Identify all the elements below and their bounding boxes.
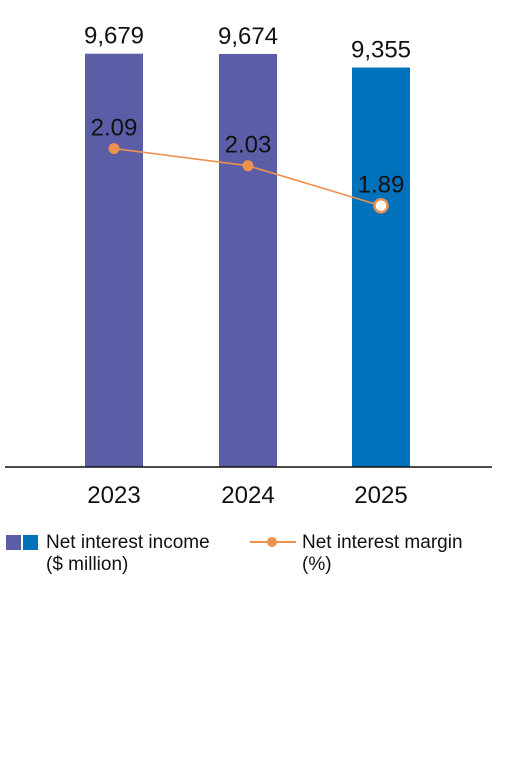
legend-label-line2: (%) bbox=[302, 554, 332, 575]
margin-point-2024 bbox=[242, 160, 254, 172]
bar-value-label-2025: 9,355 bbox=[351, 37, 411, 64]
legend: Net interest income ($ million) Net inte… bbox=[6, 532, 501, 592]
margin-point-2023 bbox=[108, 143, 120, 155]
chart: 2023 2024 2025 9,679 9,674 9,355 2.09 2.03 1.8… bbox=[5, 23, 492, 509]
legend-swatch-blue bbox=[23, 535, 38, 550]
legend-item-net-interest-margin: Net interest margin (%) bbox=[250, 532, 463, 576]
legend-label-net-interest-income: Net interest income ($ million) bbox=[46, 532, 210, 576]
bars bbox=[85, 53, 410, 468]
legend-label-net-interest-margin: Net interest margin (%) bbox=[302, 532, 463, 576]
legend-swatch-line-marker bbox=[267, 537, 277, 547]
margin-point-2025 bbox=[373, 197, 389, 214]
legend-label-line2: ($ million) bbox=[46, 554, 129, 575]
bar-value-labels: 9,679 9,674 9,355 bbox=[84, 23, 411, 64]
margin-value-labels: 2.09 2.03 1.89 bbox=[91, 115, 405, 199]
bar-2025 bbox=[352, 67, 410, 467]
legend-label-line1: Net interest income bbox=[46, 532, 210, 553]
x-tick-label-2025: 2025 bbox=[354, 482, 407, 509]
bar-2024 bbox=[219, 53, 277, 468]
bar-value-label-2024: 9,674 bbox=[218, 23, 278, 50]
bar-2023 bbox=[85, 53, 143, 468]
legend-swatch-purple bbox=[6, 535, 21, 550]
margin-value-label-2025: 1.89 bbox=[358, 172, 405, 199]
x-tick-label-2023: 2023 bbox=[87, 482, 140, 509]
legend-swatch-bars bbox=[6, 535, 40, 550]
margin-value-label-2024: 2.03 bbox=[225, 132, 272, 159]
bar-value-label-2023: 9,679 bbox=[84, 23, 144, 50]
legend-label-line1: Net interest margin bbox=[302, 532, 463, 553]
x-axis-tick-labels: 2023 2024 2025 bbox=[87, 482, 407, 509]
margin-line-series bbox=[108, 143, 389, 214]
legend-item-net-interest-income: Net interest income ($ million) bbox=[6, 532, 210, 576]
margin-value-label-2023: 2.09 bbox=[91, 115, 138, 142]
legend-swatch-line bbox=[250, 534, 296, 550]
x-tick-label-2024: 2024 bbox=[221, 482, 274, 509]
